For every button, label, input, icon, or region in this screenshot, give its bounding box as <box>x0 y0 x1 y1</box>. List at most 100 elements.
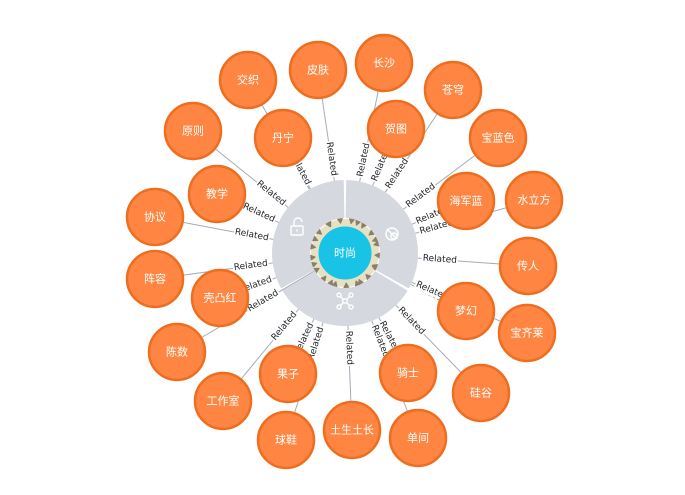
node-label: 阵容 <box>144 272 166 286</box>
node-label: 长沙 <box>373 57 395 70</box>
arrowhead <box>372 240 380 247</box>
node-circle[interactable] <box>258 344 318 404</box>
node-n6[interactable]: 贺图 <box>366 99 426 159</box>
edge-label: Related <box>422 254 457 266</box>
edge-label-bg <box>382 155 412 192</box>
node-n22[interactable]: 硅谷 <box>451 363 511 423</box>
node-n13[interactable]: 传人 <box>498 236 558 296</box>
node-circle[interactable] <box>388 408 448 468</box>
node-n12[interactable]: 协议 <box>125 187 185 247</box>
node-circle[interactable] <box>497 303 557 363</box>
node-circle[interactable] <box>322 400 382 460</box>
node-circle[interactable] <box>468 108 528 168</box>
node-label: 教学 <box>206 187 228 201</box>
edge-label-bg <box>232 257 270 274</box>
node-label: 壳凸红 <box>204 291 237 305</box>
edge-label: Related <box>343 331 354 366</box>
node-label: 单间 <box>407 432 429 445</box>
node-circle[interactable] <box>451 363 511 423</box>
node-circle[interactable] <box>423 60 483 120</box>
node-circle[interactable] <box>436 281 496 341</box>
node-circle[interactable] <box>354 33 414 93</box>
edge-label-bg <box>376 318 403 356</box>
node-label: 协议 <box>144 210 166 224</box>
node-n16[interactable]: 梦幻 <box>436 281 496 341</box>
edge-label-bg <box>240 200 278 226</box>
arrowhead <box>365 273 372 281</box>
edge-label-bg <box>402 180 439 211</box>
node-circle[interactable] <box>125 187 185 247</box>
center-node-circle[interactable] <box>315 223 375 283</box>
arrowhead <box>313 267 321 274</box>
node-circle[interactable] <box>436 171 496 231</box>
node-label: 梦幻 <box>455 305 477 318</box>
node-circle[interactable] <box>378 343 438 403</box>
edge-label: Related <box>246 288 281 314</box>
edge-label: Related <box>384 157 411 191</box>
node-circle[interactable] <box>256 410 316 470</box>
unlock-icon[interactable] <box>290 217 304 236</box>
node-n9[interactable]: 教学 <box>187 164 247 224</box>
node-circle[interactable] <box>125 249 185 309</box>
node-circle[interactable] <box>498 236 558 296</box>
node-circle[interactable] <box>193 371 253 431</box>
node-circle[interactable] <box>253 108 313 168</box>
node-circle[interactable] <box>218 50 278 110</box>
arrowhead <box>371 264 379 270</box>
node-n4[interactable]: 苍穹 <box>423 60 483 120</box>
node-n1[interactable]: 交织 <box>218 50 278 110</box>
arrowhead <box>371 236 379 243</box>
edge-label: Related <box>396 305 427 336</box>
node-n23[interactable]: 球鞋 <box>256 410 316 470</box>
node-n24[interactable]: 土生土长 <box>322 400 382 460</box>
expand-network-icon[interactable] <box>336 292 354 310</box>
edge-label-bg <box>368 322 393 360</box>
node-circle[interactable] <box>288 40 348 100</box>
edge-label-bg <box>354 141 373 179</box>
edge-label: Related <box>404 182 437 211</box>
edge-label-group-n7: Related <box>253 177 289 209</box>
edge-label-bg <box>421 252 459 266</box>
node-n11[interactable]: 水立方 <box>504 170 564 230</box>
ring-segment-unlock[interactable] <box>272 180 345 289</box>
node-circle[interactable] <box>504 170 564 230</box>
node-n17[interactable]: 宝齐莱 <box>497 303 557 363</box>
node-label: 果子 <box>277 368 299 381</box>
node-label: 硅谷 <box>470 387 492 400</box>
center-node[interactable]: 时尚 <box>310 218 380 288</box>
edge-label-group-n3: Related <box>354 141 373 179</box>
arrowhead <box>327 279 333 286</box>
node-label: 贺图 <box>385 123 407 136</box>
ring-segment-hide[interactable] <box>345 180 418 289</box>
node-circle[interactable] <box>163 101 223 161</box>
hide-icon[interactable] <box>385 227 399 241</box>
node-n10[interactable]: 海军蓝 <box>436 171 496 231</box>
node-label: 土生土长 <box>330 423 374 437</box>
node-label: 苍穹 <box>442 83 464 97</box>
edge-label-group-n14: Related <box>232 257 270 274</box>
node-n20[interactable]: 骑士 <box>378 343 438 403</box>
node-n25[interactable]: 单间 <box>388 408 448 468</box>
edge-label-group-n8: Related <box>402 180 439 211</box>
node-n7[interactable]: 原则 <box>163 101 223 161</box>
edge-label-bg <box>253 177 289 209</box>
node-n3[interactable]: 长沙 <box>354 33 414 93</box>
node-n18[interactable]: 陈数 <box>147 322 207 382</box>
edge-label-group-n2: Related <box>323 140 340 178</box>
node-label: 交织 <box>237 73 259 87</box>
node-circle[interactable] <box>187 164 247 224</box>
edge-label-group-n12: Related <box>233 226 271 244</box>
node-n14[interactable]: 阵容 <box>125 249 185 309</box>
edge-label-bg <box>343 329 356 367</box>
node-n19[interactable]: 果子 <box>258 344 318 404</box>
node-circle[interactable] <box>366 99 426 159</box>
node-circle[interactable] <box>147 322 207 382</box>
node-n5[interactable]: 丹宁 <box>253 108 313 168</box>
node-circle[interactable] <box>190 268 250 328</box>
node-n2[interactable]: 皮肤 <box>288 40 348 100</box>
node-n21[interactable]: 工作室 <box>193 371 253 431</box>
node-n8[interactable]: 宝蓝色 <box>468 108 528 168</box>
edge-label: Related <box>233 259 268 274</box>
node-n15[interactable]: 壳凸红 <box>190 268 250 328</box>
node-label: 骑士 <box>397 367 419 380</box>
